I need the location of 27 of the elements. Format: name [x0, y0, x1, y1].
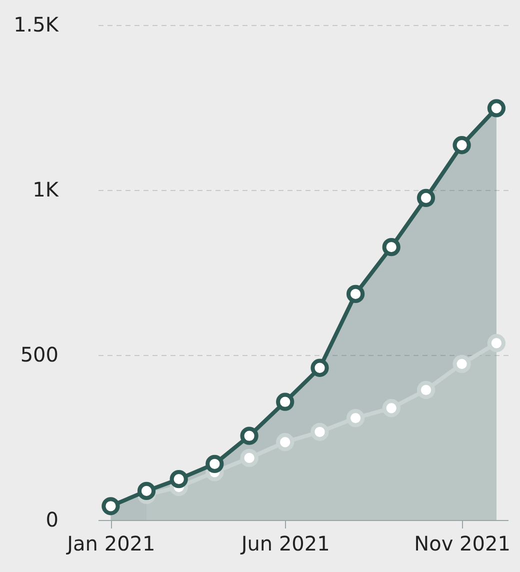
- x-tick-label: Nov 2021: [414, 532, 510, 556]
- point: [487, 334, 506, 352]
- y-tick-label: 500: [20, 342, 58, 366]
- point: [102, 497, 120, 516]
- point: [170, 470, 188, 488]
- point: [206, 454, 224, 473]
- y-tick-label: 1.5K: [14, 12, 60, 36]
- point: [240, 426, 258, 445]
- point: [382, 399, 400, 418]
- point: [416, 380, 436, 400]
- point: [137, 482, 156, 500]
- point: [240, 448, 258, 468]
- point: [310, 358, 329, 377]
- point: [452, 354, 471, 373]
- x-tick-label: Jan 2021: [65, 532, 156, 556]
- point: [346, 408, 365, 428]
- point: [382, 238, 400, 256]
- point: [416, 188, 436, 207]
- point: [310, 422, 329, 441]
- point: [346, 284, 365, 304]
- point: [487, 99, 506, 118]
- y-tick-label: 1K: [32, 178, 60, 202]
- point: [276, 433, 294, 452]
- point: [452, 136, 471, 154]
- x-tick-label: Jun 2021: [239, 532, 330, 556]
- point: [276, 392, 294, 411]
- y-tick-label: 0: [46, 508, 58, 532]
